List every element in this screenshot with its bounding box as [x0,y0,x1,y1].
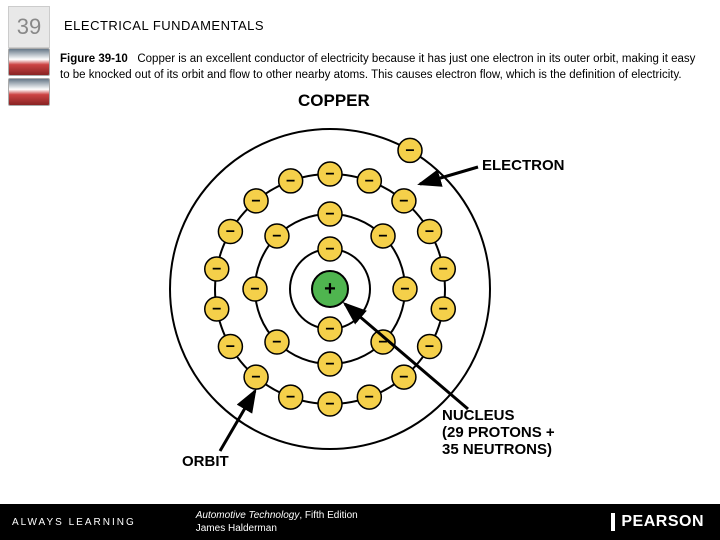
svg-text:−: − [365,173,374,190]
pearson-bar-icon [611,513,615,531]
svg-text:−: − [251,369,260,386]
svg-text:−: − [439,261,448,278]
figure-caption: Figure 39-10 Copper is an excellent cond… [0,48,720,83]
svg-text:−: − [250,281,259,298]
svg-text:−: − [226,224,235,241]
svg-text:−: − [325,206,334,223]
svg-text:−: − [226,339,235,356]
svg-text:−: − [272,228,281,245]
svg-text:−: − [400,281,409,298]
svg-text:−: − [212,301,221,318]
nucleus-label: NUCLEUS (29 PROTONS + 35 NEUTRONS) [442,407,555,458]
svg-text:+: + [324,278,336,300]
svg-text:−: − [286,173,295,190]
svg-text:−: − [405,142,414,159]
svg-text:−: − [251,193,260,210]
book-citation: Automotive Technology, Fifth Edition Jam… [136,509,358,535]
chapter-title: ELECTRICAL FUNDAMENTALS [50,6,264,33]
svg-text:−: − [325,321,334,338]
slide-thumbnails [8,48,50,108]
figure-label: Figure 39-10 [60,53,128,65]
orbit-label: ORBIT [182,453,229,470]
svg-text:−: − [439,301,448,318]
svg-text:−: − [399,369,408,386]
thumbnail [8,78,50,106]
svg-text:−: − [286,389,295,406]
svg-text:−: − [365,389,374,406]
copper-label: COPPER [298,91,370,111]
svg-text:−: − [325,396,334,413]
figure-caption-text: Copper is an excellent conductor of elec… [60,53,695,81]
svg-text:−: − [425,339,434,356]
book-edition: , Fifth Edition [299,510,357,521]
footer-bar: ALWAYS LEARNING Automotive Technology, F… [0,504,720,540]
book-title: Automotive Technology [196,510,300,521]
always-learning-tag: ALWAYS LEARNING [0,517,136,528]
svg-text:−: − [325,166,334,183]
svg-text:−: − [212,261,221,278]
svg-text:−: − [325,241,334,258]
svg-text:−: − [272,334,281,351]
svg-text:−: − [378,228,387,245]
svg-text:−: − [399,193,408,210]
svg-text:−: − [325,356,334,373]
electron-label: ELECTRON [482,157,565,174]
thumbnail [8,48,50,76]
svg-text:−: − [425,224,434,241]
book-author: James Halderman [196,523,277,534]
publisher-logo: PEARSON [611,513,720,531]
atom-diagram: +−−−−−−−−−−−−−−−−−−−−−−−−−−−−− COPPER EL… [150,89,570,469]
chapter-number-box: 39 [8,6,50,48]
publisher-name: PEARSON [621,513,704,531]
